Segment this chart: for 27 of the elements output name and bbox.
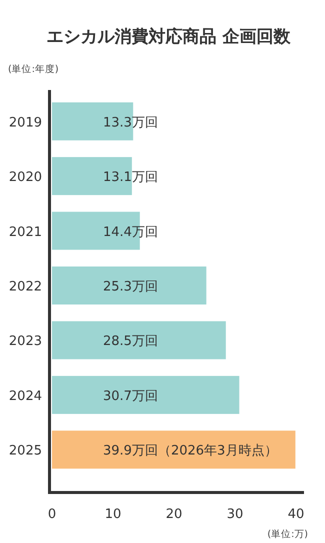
data-label: 28.5万回 (103, 334, 158, 350)
y-tick-label: 2020 (8, 170, 42, 186)
x-tick-label: 30 (226, 507, 244, 522)
bar (52, 430, 296, 469)
bar (52, 157, 132, 196)
text: (単位:年度) (8, 63, 59, 75)
bar (52, 376, 240, 414)
y-tick-label: 2019 (8, 115, 42, 130)
y-tick-label: 2023 (8, 334, 42, 350)
chart-title: エシカル消費対応商品 企画回数 (46, 27, 292, 47)
y-tick-label: 2024 (8, 388, 42, 404)
data-label: 13.3万回 (103, 115, 158, 130)
bar (52, 321, 226, 360)
y-tick-label: 2022 (8, 280, 42, 294)
y-tick-label: 2021 (8, 224, 42, 240)
data-label: 39.9万回（2026年3月時点） (103, 444, 278, 459)
data-label: 30.7万回 (103, 388, 158, 404)
x-tick-label: 0 (48, 507, 56, 522)
x-tick-label: 40 (288, 507, 304, 522)
data-label: 25.3万回 (103, 280, 158, 294)
text: (単位:万) (267, 528, 308, 540)
x-tick-label: 10 (104, 507, 122, 522)
bar (52, 266, 206, 304)
y-tick-label: 2025 (8, 444, 42, 459)
bar (52, 102, 134, 140)
data-label: 13.1万回 (103, 170, 158, 186)
x-tick-label: 20 (166, 507, 182, 522)
